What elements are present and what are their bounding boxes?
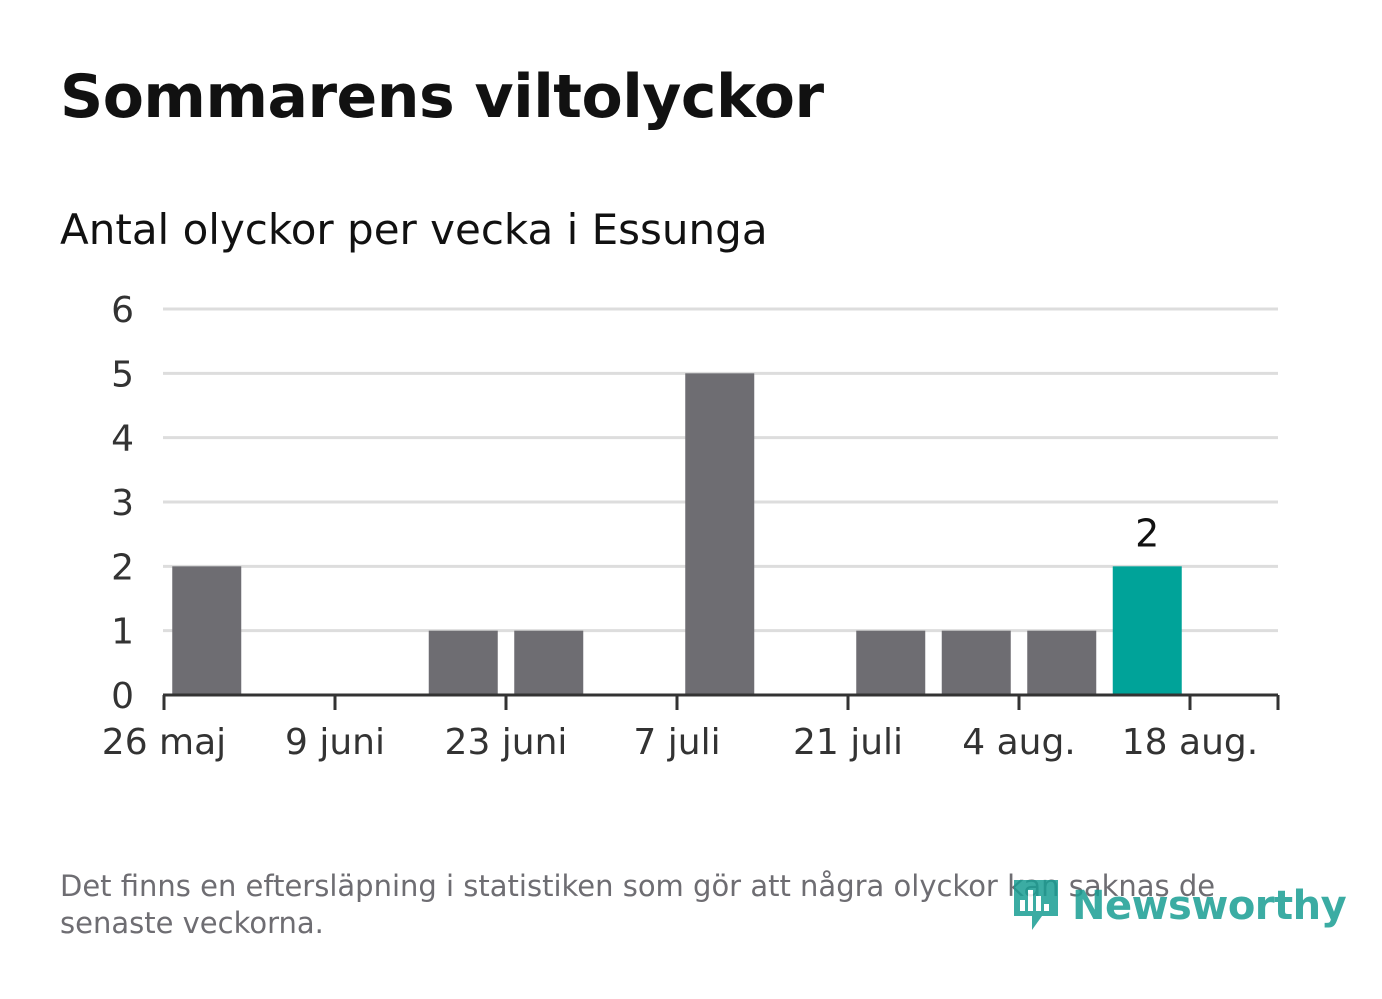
- bar: [172, 566, 242, 695]
- chart-title: Sommarens viltolyckor: [60, 62, 824, 132]
- y-tick-label: 2: [111, 547, 134, 588]
- y-tick-label: 1: [111, 612, 134, 653]
- x-tick-label: 7 juli: [633, 722, 720, 763]
- x-axis-ticks: 26 maj 9 juni 23 juni 7 juli 21 juli 4 aug. 18…: [102, 695, 1280, 763]
- bar: [428, 630, 498, 695]
- bar-chart-bubble-icon: [1014, 880, 1058, 930]
- x-tick-label: 23 juni: [445, 722, 568, 763]
- chart-subtitle: Antal olyckor per vecka i Essunga: [60, 205, 768, 254]
- y-tick-label: 5: [111, 354, 134, 395]
- y-axis-ticks: 0 1 2 3 4 5 6: [111, 290, 134, 717]
- data-label-latest: 2: [1135, 511, 1159, 555]
- brand-name: Newsworthy: [1072, 883, 1347, 929]
- x-tick-label: 9 juni: [285, 722, 385, 763]
- bars: [172, 373, 1182, 695]
- y-tick-label: 4: [111, 419, 134, 460]
- bar: [514, 630, 584, 695]
- bar: [1027, 630, 1097, 695]
- x-tick-label: 4 aug.: [962, 722, 1076, 763]
- y-tick-label: 3: [111, 483, 134, 524]
- bar: [685, 373, 755, 695]
- bar: [856, 630, 926, 695]
- bar: [941, 630, 1011, 695]
- x-tick-label: 26 maj: [102, 722, 226, 763]
- x-tick-label: 18 aug.: [1122, 722, 1258, 763]
- x-tick-label: 21 juli: [793, 722, 903, 763]
- y-tick-label: 6: [111, 290, 134, 331]
- y-tick-label: 0: [111, 676, 134, 717]
- newsworthy-logo: Newsworthy: [1010, 876, 1347, 936]
- bar-highlighted: [1112, 566, 1182, 695]
- data-labels: 2: [1135, 511, 1159, 555]
